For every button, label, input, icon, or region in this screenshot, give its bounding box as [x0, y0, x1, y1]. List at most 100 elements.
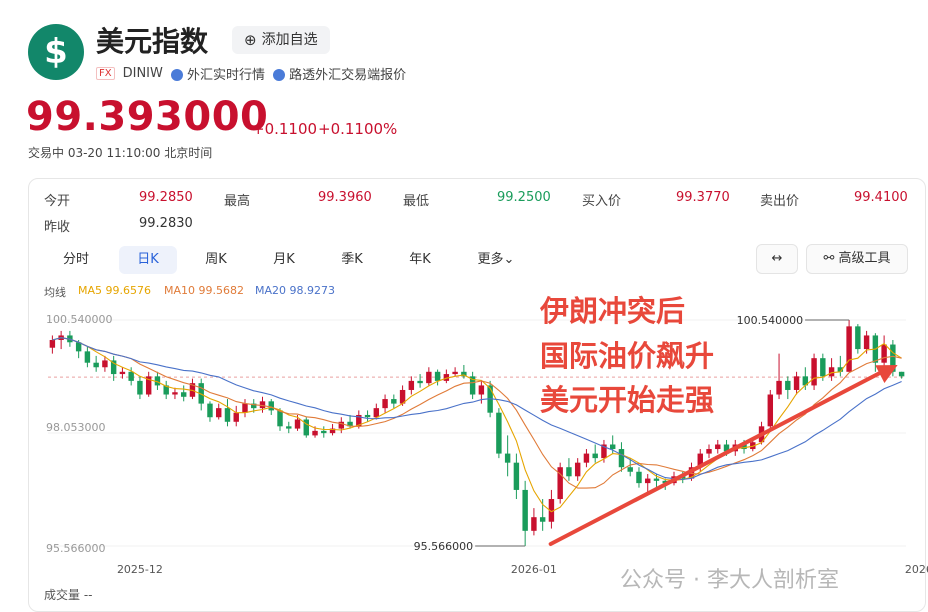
ask-value: 99.4100	[854, 190, 908, 205]
candle-body	[93, 362, 99, 368]
candle-body	[793, 376, 800, 390]
candle-body	[172, 392, 178, 395]
candle-body	[233, 412, 239, 422]
price-change: +0.1100	[252, 120, 318, 138]
candle-body	[137, 380, 143, 395]
candle-body	[531, 517, 537, 531]
candle-body	[242, 403, 248, 413]
reuters-link[interactable]: 路透外汇交易端报价	[273, 64, 406, 83]
plus-circle-icon: ⊕	[244, 31, 257, 49]
candle-body	[601, 444, 607, 459]
candle-body	[636, 471, 642, 484]
candle-body	[609, 444, 616, 450]
candle-body	[504, 453, 511, 463]
symbol-code: DINIW	[122, 66, 163, 81]
add-watchlist-button[interactable]: ⊕ 添加自选	[232, 26, 330, 54]
candle-body	[863, 335, 870, 350]
exchange-badge: FX	[96, 67, 115, 80]
min-marker-label: 95.566000	[414, 540, 474, 553]
trend-arrow-head	[875, 364, 898, 384]
candle-body	[356, 414, 362, 427]
candle-body	[574, 462, 581, 477]
y-tick-label: 100.540000	[46, 313, 112, 326]
annotation-line-1: 伊朗冲突后	[540, 294, 686, 328]
candle-body	[408, 380, 415, 390]
candle-body	[802, 376, 809, 386]
candle-body	[522, 489, 528, 531]
candle-body	[881, 344, 887, 363]
candle-body	[329, 428, 336, 434]
tools-icon: ⚯	[823, 251, 835, 266]
candle-body	[741, 444, 747, 450]
candle-body	[583, 453, 590, 463]
candle-body	[855, 326, 861, 350]
ma-legend-label: 均线	[44, 286, 66, 299]
candle-body	[286, 426, 292, 429]
advanced-tools-label: 高级工具	[838, 251, 891, 266]
fullscreen-button[interactable]: ↔	[756, 244, 798, 274]
tab-intraday[interactable]: 分时	[62, 252, 89, 267]
tab-daily-k[interactable]: 日K	[119, 246, 177, 274]
candle-body	[49, 339, 56, 348]
candle-body	[391, 399, 397, 404]
candle-body	[268, 401, 274, 411]
annotation-line-3: 美元开始走强	[540, 383, 715, 417]
candle-body	[715, 444, 721, 450]
candle-body	[539, 517, 546, 522]
candle-body	[312, 430, 318, 436]
high-label: 最高	[224, 194, 251, 209]
advanced-tools-button[interactable]: ⚯ 高级工具	[806, 244, 908, 274]
x-tick-label: 2025-12	[117, 563, 163, 576]
candle-body	[373, 408, 380, 418]
ma10-line	[52, 337, 902, 489]
expand-horizontal-icon: ↔	[771, 251, 783, 266]
realtime-link[interactable]: 外汇实时行情	[170, 64, 265, 83]
candle-body	[478, 385, 485, 395]
ask-label: 卖出价	[760, 194, 800, 209]
candle-body	[110, 360, 117, 375]
prev-close-value: 99.2830	[139, 216, 193, 231]
low-label: 最低	[403, 194, 430, 209]
ma5-legend: MA5 99.6576	[78, 284, 151, 297]
last-price: 99.393000	[26, 94, 269, 140]
candle-body	[776, 380, 782, 395]
candle-body	[145, 376, 152, 395]
watermark: 公众号 · 李大人剖析室	[620, 568, 839, 593]
candle-body	[102, 360, 108, 368]
tab-more[interactable]: 更多⌄	[477, 252, 515, 267]
ma10-legend: MA10 99.5682	[164, 284, 244, 297]
tab-yearly-k[interactable]: 年K	[409, 252, 431, 267]
chevron-down-icon: ⌄	[503, 252, 515, 267]
candle-body	[811, 358, 817, 386]
y-tick-label: 98.053000	[46, 421, 106, 434]
candle-body	[417, 380, 423, 384]
candle-body	[180, 392, 187, 397]
add-watchlist-label: 添加自选	[261, 32, 318, 48]
candle-body	[496, 412, 502, 454]
candle-body	[890, 344, 896, 372]
tab-weekly-k[interactable]: 周K	[205, 252, 227, 267]
candle-body	[364, 414, 371, 418]
globe-icon	[273, 69, 286, 81]
bid-value: 99.3770	[676, 190, 730, 205]
annotation-line-2: 国际油价飙升	[540, 339, 715, 373]
candle-body	[75, 342, 82, 352]
ma20-line	[52, 337, 902, 481]
high-value: 99.3960	[318, 190, 372, 205]
candle-body	[723, 444, 730, 452]
candle-body	[469, 376, 476, 395]
prev-close-label: 昨收	[44, 220, 71, 235]
candle-body	[84, 351, 91, 363]
candle-body	[382, 399, 388, 409]
tab-monthly-k[interactable]: 月K	[273, 252, 295, 267]
tab-quarterly-k[interactable]: 季K	[341, 252, 363, 267]
candle-body	[198, 383, 204, 404]
x-tick-label: 2026-01	[511, 563, 557, 576]
candle-body	[251, 403, 257, 409]
candle-body	[618, 449, 625, 468]
open-label: 今开	[44, 194, 71, 209]
candle-body	[434, 371, 441, 381]
open-value: 99.2850	[139, 190, 193, 205]
candle-body	[548, 499, 555, 522]
